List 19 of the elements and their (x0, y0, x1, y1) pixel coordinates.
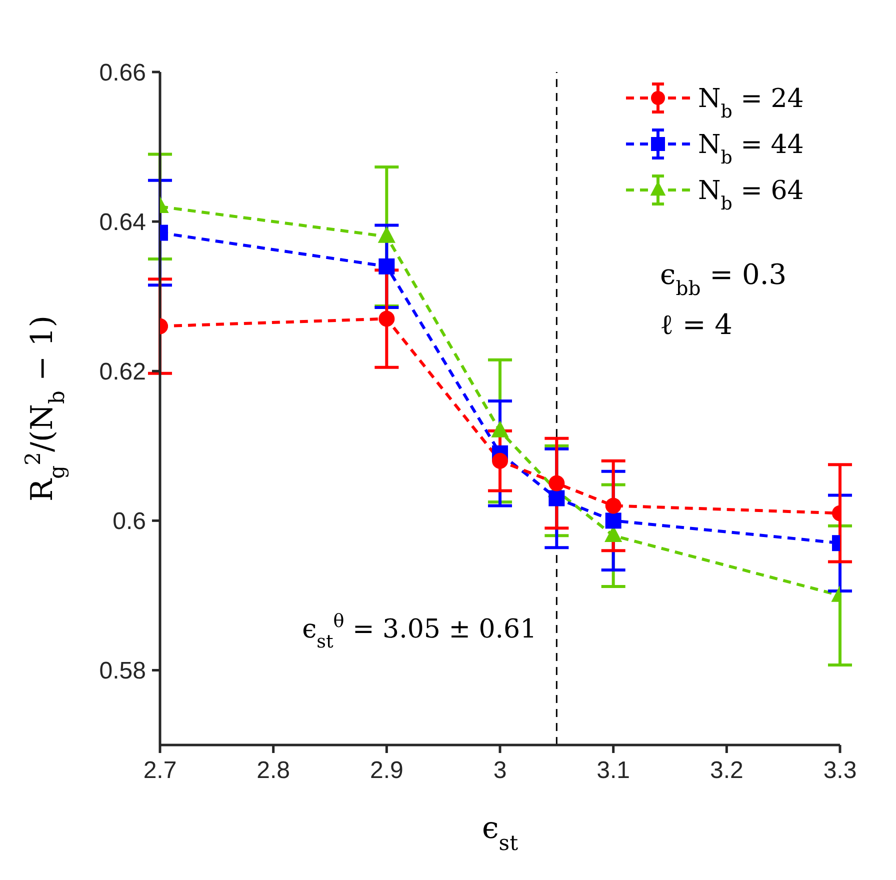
x-tick-label: 3 (493, 757, 507, 784)
y-tick-label: 0.62 (99, 358, 146, 386)
y-tick-label: 0.6 (112, 508, 146, 536)
annotation: ℓ = 4 (660, 308, 732, 341)
legend-label: N$_{b}$ = 64 (698, 176, 804, 214)
y-tick-label: 0.64 (99, 209, 146, 236)
x-tick-label: 3.2 (710, 757, 744, 784)
x-tick-label: 2.9 (370, 757, 404, 784)
ref-line-label: ϵ$_{st}$$^{θ}$ = 3.05 ± 0.61 (302, 610, 537, 653)
x-tick-label: 3.3 (823, 757, 857, 784)
x-tick-label: 3.1 (596, 757, 630, 784)
annotation: ϵ$_{bb}$ = 0.3 (660, 258, 787, 300)
y-tick-label: 0.58 (99, 658, 146, 685)
legend-label: N$_{b}$ = 44 (698, 130, 804, 168)
x-tick-label: 2.8 (256, 757, 290, 784)
legend-label: N$_{b}$ = 24 (698, 84, 804, 122)
x-axis-title: ϵ$_{st}$ (482, 811, 519, 855)
x-tick-label: 2.7 (143, 757, 177, 784)
y-tick-label: 0.66 (99, 60, 146, 87)
